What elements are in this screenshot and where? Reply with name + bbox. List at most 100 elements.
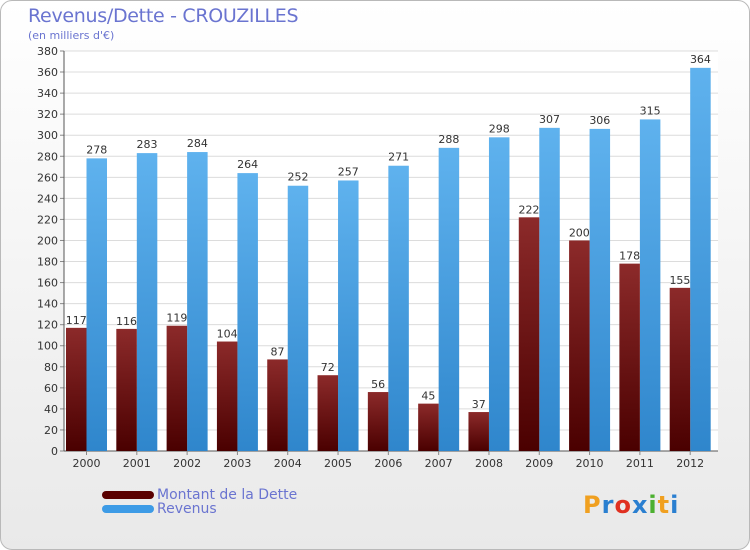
x-tick-label: 2004 xyxy=(274,457,302,470)
y-tick-label: 120 xyxy=(37,319,58,332)
data-label-dette: 72 xyxy=(321,361,335,374)
y-tick-label: 40 xyxy=(44,403,58,416)
data-label-dette: 37 xyxy=(472,398,486,411)
x-tick-label: 2006 xyxy=(374,457,402,470)
bar-dette xyxy=(166,325,188,451)
data-label-dette: 56 xyxy=(371,378,385,391)
data-label-revenus: 284 xyxy=(187,137,208,150)
y-tick-label: 140 xyxy=(37,298,58,311)
chart-subtitle: (en milliers d'€) xyxy=(28,29,115,42)
x-tick-label: 2005 xyxy=(324,457,352,470)
bar-revenus xyxy=(338,180,359,451)
data-label-revenus: 257 xyxy=(338,165,359,178)
x-tick-label: 2008 xyxy=(475,457,503,470)
legend-label-dette: Montant de la Dette xyxy=(157,487,298,503)
chart-title: Revenus/Dette - CROUZILLES xyxy=(28,5,299,27)
data-label-dette: 87 xyxy=(270,345,284,358)
data-label-revenus: 252 xyxy=(287,171,308,184)
bar-revenus xyxy=(488,137,510,451)
data-label-revenus: 364 xyxy=(690,53,711,66)
logo-letter: P xyxy=(583,491,602,519)
data-label-revenus: 264 xyxy=(237,158,258,171)
data-label-revenus: 278 xyxy=(86,143,107,156)
bar-revenus xyxy=(287,185,309,451)
legend-item-revenus: Revenus xyxy=(102,501,217,517)
bar-dette xyxy=(468,412,489,451)
bar-dette xyxy=(518,217,540,451)
bar-dette xyxy=(619,263,640,451)
data-label-revenus: 307 xyxy=(539,113,560,126)
data-label-revenus: 298 xyxy=(489,122,510,135)
y-tick-label: 20 xyxy=(44,424,58,437)
y-tick-label: 260 xyxy=(37,171,58,184)
legend-label-revenus: Revenus xyxy=(157,501,217,517)
bar-revenus xyxy=(136,153,158,451)
data-label-dette: 200 xyxy=(569,226,590,239)
bar-dette xyxy=(669,287,691,451)
bar-revenus xyxy=(438,147,460,451)
x-tick-label: 2003 xyxy=(223,457,251,470)
data-label-revenus: 315 xyxy=(640,104,661,117)
bar-revenus xyxy=(187,152,208,452)
bar-revenus xyxy=(388,165,409,451)
legend-swatch-revenus xyxy=(102,505,154,513)
data-label-dette: 116 xyxy=(116,315,137,328)
bar-dette xyxy=(66,327,87,451)
data-label-revenus: 288 xyxy=(438,133,459,146)
data-label-revenus: 283 xyxy=(137,138,158,151)
data-label-dette: 222 xyxy=(519,203,540,216)
x-tick-label: 2002 xyxy=(173,457,201,470)
x-tick-label: 2012 xyxy=(676,457,704,470)
y-tick-label: 280 xyxy=(37,150,58,163)
y-tick-label: 80 xyxy=(44,361,58,374)
logo-letter: i xyxy=(648,491,658,519)
data-label-dette: 119 xyxy=(166,312,187,325)
bar-revenus xyxy=(589,128,611,451)
bar-revenus xyxy=(690,67,711,451)
y-tick-label: 100 xyxy=(37,340,58,353)
x-tick-label: 2007 xyxy=(425,457,453,470)
data-label-dette: 117 xyxy=(66,314,87,327)
x-tick-label: 2000 xyxy=(73,457,101,470)
y-tick-label: 220 xyxy=(37,213,58,226)
y-tick-label: 180 xyxy=(37,256,58,269)
bar-revenus xyxy=(237,173,258,451)
proxiti-logo: Proxiti xyxy=(583,491,679,519)
logo-letter: x xyxy=(631,491,649,519)
y-tick-label: 0 xyxy=(51,445,58,458)
x-tick-label: 2001 xyxy=(123,457,151,470)
x-tick-label: 2010 xyxy=(576,457,604,470)
legend-swatch-dette xyxy=(102,491,154,499)
data-label-revenus: 271 xyxy=(388,151,409,164)
data-label-dette: 155 xyxy=(669,274,690,287)
data-label-revenus: 306 xyxy=(589,114,610,127)
bar-revenus xyxy=(539,127,560,451)
logo-letter: r xyxy=(601,491,615,519)
bar-dette xyxy=(367,392,389,451)
y-tick-label: 200 xyxy=(37,234,58,247)
y-tick-label: 380 xyxy=(37,45,58,58)
data-label-dette: 178 xyxy=(619,250,640,263)
bar-dette xyxy=(569,240,590,451)
y-tick-label: 60 xyxy=(44,382,58,395)
y-tick-label: 340 xyxy=(37,87,58,100)
x-tick-label: 2011 xyxy=(626,457,654,470)
y-tick-label: 360 xyxy=(37,66,58,79)
y-tick-label: 320 xyxy=(37,108,58,121)
bar-dette xyxy=(418,403,439,451)
data-label-dette: 45 xyxy=(421,390,435,403)
data-label-dette: 104 xyxy=(217,328,238,341)
bar-dette xyxy=(216,341,238,451)
logo-letter: i xyxy=(670,491,680,519)
y-tick-label: 160 xyxy=(37,277,58,290)
bar-revenus xyxy=(639,119,661,451)
logo-letter: t xyxy=(657,491,671,519)
y-tick-label: 300 xyxy=(37,129,58,142)
y-tick-label: 240 xyxy=(37,192,58,205)
bar-dette xyxy=(116,328,137,451)
logo-letter: o xyxy=(614,491,632,519)
x-tick-label: 2009 xyxy=(525,457,553,470)
bar-revenus xyxy=(86,158,107,452)
